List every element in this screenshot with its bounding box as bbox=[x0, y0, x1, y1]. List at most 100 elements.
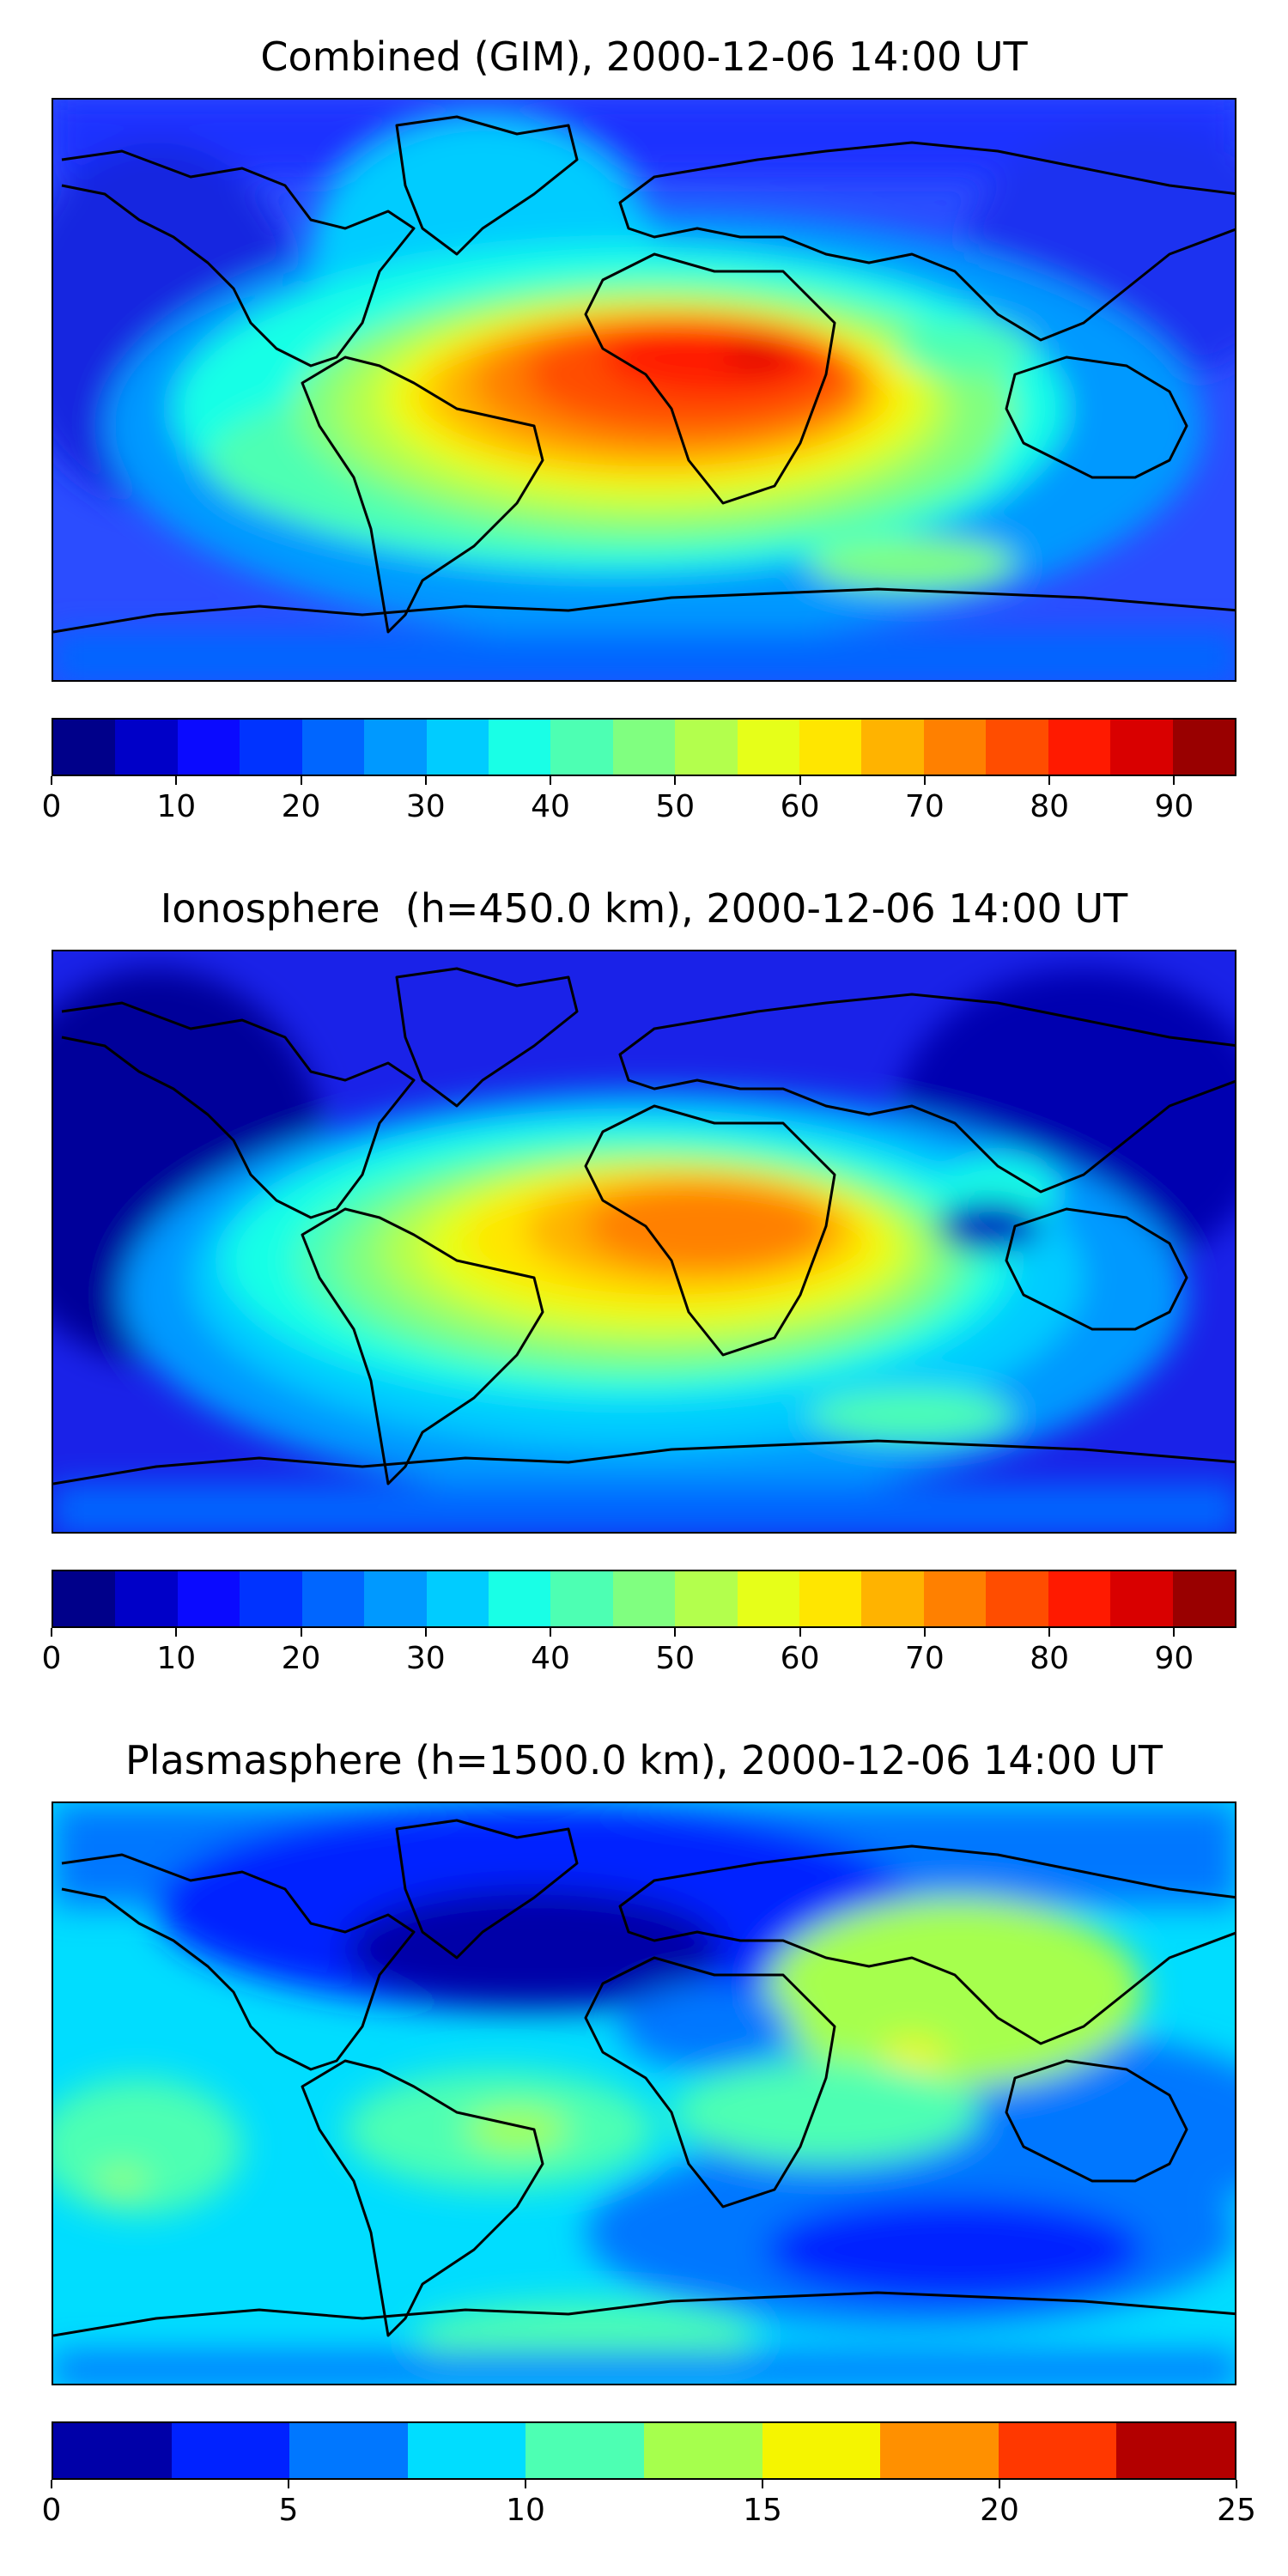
colorbar-tick-label: 50 bbox=[655, 1641, 696, 1676]
colorbar-tick-label: 25 bbox=[1217, 2493, 1256, 2528]
colorbar-segment bbox=[240, 720, 302, 775]
colorbar-tick-label: 0 bbox=[41, 789, 62, 824]
colorbar-tick bbox=[799, 776, 801, 785]
colorbar-tick-label: 40 bbox=[531, 1641, 570, 1676]
colorbar-segment bbox=[364, 720, 427, 775]
colorbar-segment bbox=[1172, 1571, 1236, 1626]
colorbar-segment bbox=[880, 2423, 999, 2478]
colorbar-segment bbox=[550, 1571, 613, 1626]
colorbar-segment bbox=[986, 720, 1048, 775]
colorbar-segment bbox=[301, 1571, 365, 1626]
colorbar-ticks-combined: 0 10 20 30 40 50 60 70 80 90 bbox=[42, 776, 1236, 828]
colorbar-tick bbox=[550, 1628, 552, 1637]
colorbar-tick-label: 10 bbox=[156, 789, 197, 824]
colorbar-tick-label: 90 bbox=[1154, 1641, 1194, 1676]
colorbar-tick-label: 20 bbox=[980, 2493, 1019, 2528]
colorbar-tick-label: 0 bbox=[41, 1641, 62, 1676]
colorbar-segment bbox=[675, 720, 738, 775]
colorbar-segment bbox=[1116, 2423, 1235, 2478]
colorbar-segment bbox=[289, 2423, 408, 2478]
colorbar-plasmasphere bbox=[52, 2421, 1236, 2480]
map-combined bbox=[52, 98, 1236, 682]
colorbar-tick-label: 60 bbox=[780, 789, 820, 824]
colorbar-tick-label: 10 bbox=[506, 2493, 545, 2528]
panel-title-plasmasphere: Plasmasphere (h=1500.0 km), 2000-12-06 1… bbox=[125, 1737, 1163, 1783]
colorbar-segment bbox=[923, 1571, 987, 1626]
colorbar-segment bbox=[53, 720, 116, 775]
colorbar-tick-label: 40 bbox=[531, 789, 570, 824]
colorbar-tick bbox=[674, 1628, 677, 1637]
colorbar-segment bbox=[407, 2423, 526, 2478]
colorbar-segment bbox=[737, 720, 800, 775]
colorbar-tick bbox=[51, 2480, 52, 2488]
colorbar-segment bbox=[171, 2423, 290, 2478]
colorbar-segment bbox=[550, 720, 613, 775]
colorbar-tick bbox=[51, 1628, 52, 1637]
colorbar-tick bbox=[424, 1628, 427, 1637]
colorbar-tick-label: 80 bbox=[1030, 789, 1069, 824]
colorbar-segment bbox=[612, 1571, 676, 1626]
colorbar-tick bbox=[300, 1628, 302, 1637]
colorbar-segment bbox=[799, 1571, 862, 1626]
colorbar-tick bbox=[762, 2480, 763, 2488]
colorbar-tick-label: 90 bbox=[1154, 789, 1194, 824]
colorbar-segment bbox=[643, 2423, 762, 2478]
colorbar-tick bbox=[175, 1628, 178, 1637]
colorbar-tick-label: 20 bbox=[281, 789, 321, 824]
colorbar-segment bbox=[115, 720, 178, 775]
colorbar-tick bbox=[1048, 1628, 1051, 1637]
colorbar-segment bbox=[998, 2423, 1117, 2478]
colorbar-tick bbox=[1236, 2480, 1237, 2488]
colorbar-tick-label: 15 bbox=[743, 2493, 782, 2528]
colorbar-tick bbox=[424, 776, 427, 785]
colorbar-tick-label: 20 bbox=[281, 1641, 321, 1676]
colorbar-segment bbox=[240, 1571, 302, 1626]
colorbar-tick-label: 5 bbox=[278, 2493, 299, 2528]
colorbar-tick bbox=[674, 776, 677, 785]
colorbar-tick bbox=[1173, 776, 1176, 785]
colorbar-segment bbox=[861, 720, 924, 775]
panel-title-combined: Combined (GIM), 2000-12-06 14:00 UT bbox=[260, 33, 1028, 80]
colorbar-tick-label: 60 bbox=[780, 1641, 820, 1676]
colorbar-tick-label: 30 bbox=[405, 789, 446, 824]
colorbar-tick bbox=[1173, 1628, 1176, 1637]
colorbar-segment bbox=[426, 1571, 489, 1626]
colorbar-segment bbox=[861, 1571, 924, 1626]
colorbar-segment bbox=[488, 1571, 551, 1626]
colorbar-segment bbox=[1110, 1571, 1173, 1626]
colorbar-tick bbox=[799, 1628, 801, 1637]
colorbar-segment bbox=[1048, 1571, 1111, 1626]
colorbar-segment bbox=[177, 720, 240, 775]
colorbar-segment bbox=[1172, 720, 1236, 775]
colorbar-ionosphere bbox=[52, 1570, 1236, 1628]
map-ionosphere bbox=[52, 950, 1236, 1534]
colorbar-tick bbox=[923, 1628, 926, 1637]
colorbar-tick bbox=[999, 2480, 1000, 2488]
colorbar-tick-label: 50 bbox=[655, 789, 696, 824]
colorbar-segment bbox=[1048, 720, 1111, 775]
colorbar-segment bbox=[675, 1571, 738, 1626]
map-plasmasphere bbox=[52, 1801, 1236, 2385]
colorbar-tick-label: 30 bbox=[405, 1641, 446, 1676]
colorbar-tick bbox=[1048, 776, 1051, 785]
colorbar-tick-label: 70 bbox=[904, 1641, 945, 1676]
colorbar-segment bbox=[115, 1571, 178, 1626]
colorbar-ticks-plasmasphere: 0 5 10 15 20 25 bbox=[42, 2480, 1256, 2531]
colorbar-tick-label: 70 bbox=[904, 789, 945, 824]
colorbar-tick bbox=[288, 2480, 289, 2488]
colorbar-segment bbox=[986, 1571, 1048, 1626]
colorbar-segment bbox=[177, 1571, 240, 1626]
colorbar-tick bbox=[175, 776, 178, 785]
colorbar-combined bbox=[52, 718, 1236, 776]
colorbar-segment bbox=[53, 1571, 116, 1626]
colorbar-segment bbox=[53, 2423, 172, 2478]
panel-title-ionosphere: Ionosphere (h=450.0 km), 2000-12-06 14:0… bbox=[160, 885, 1128, 932]
colorbar-segment bbox=[762, 2423, 881, 2478]
colorbar-tick bbox=[550, 776, 552, 785]
colorbar-segment bbox=[426, 720, 489, 775]
colorbar-tick bbox=[300, 776, 302, 785]
colorbar-tick bbox=[51, 776, 52, 785]
colorbar-segment bbox=[799, 720, 862, 775]
colorbar-segment bbox=[923, 720, 987, 775]
colorbar-segment bbox=[301, 720, 365, 775]
